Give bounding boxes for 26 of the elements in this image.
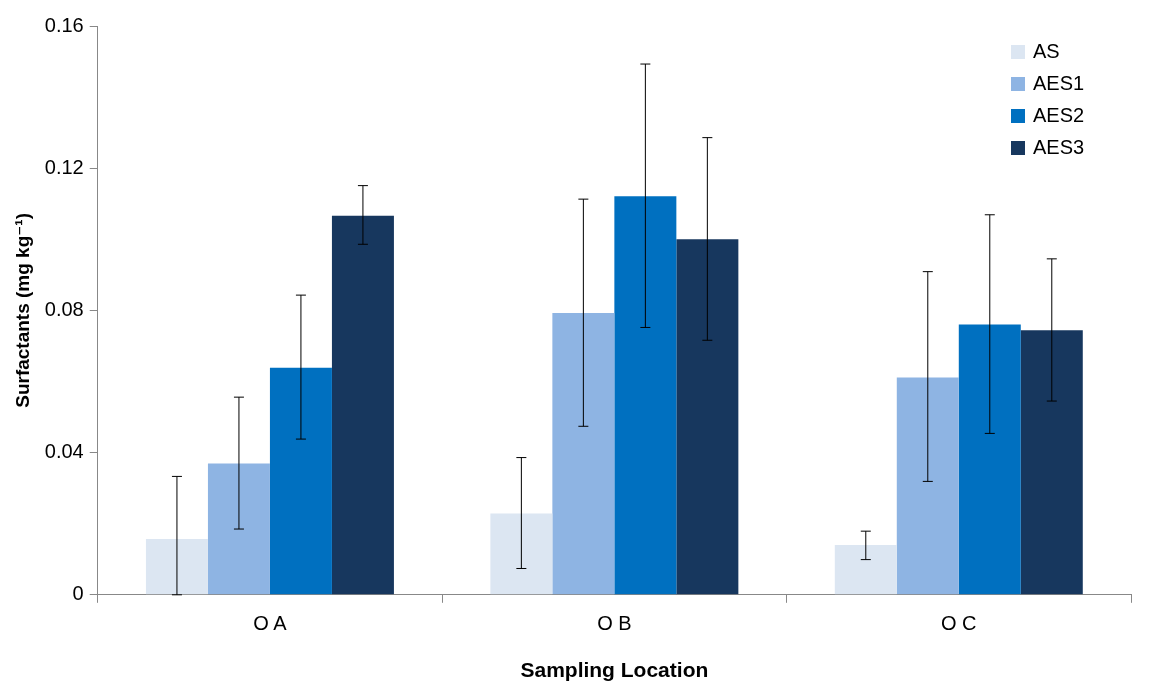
bar — [834, 545, 897, 595]
legend-label: AES1 — [1033, 71, 1085, 94]
x-tick-label: O A — [253, 612, 288, 635]
bar — [331, 215, 394, 595]
bar — [958, 324, 1021, 595]
y-axis-title: Surfactants (mg kg⁻¹) — [11, 213, 33, 408]
bar — [269, 367, 332, 595]
y-tick-label: 0.04 — [44, 440, 84, 463]
legend-label: AS — [1033, 39, 1060, 62]
legend-label: AES3 — [1033, 135, 1085, 158]
y-tick-label: 0.08 — [44, 297, 84, 320]
bar — [896, 377, 959, 595]
x-axis-title: Sampling Location — [520, 658, 709, 682]
bar — [614, 196, 677, 595]
bar — [552, 312, 615, 595]
x-tick-label: O C — [941, 612, 977, 635]
y-tick-label: 0.16 — [44, 13, 84, 36]
bar — [145, 538, 208, 595]
bar — [1020, 330, 1083, 595]
x-tick-label: O B — [597, 612, 632, 635]
bar — [207, 463, 270, 595]
legend-label: AES2 — [1033, 103, 1085, 126]
y-tick-label: 0.12 — [44, 155, 84, 178]
bar — [676, 239, 739, 595]
bar — [490, 513, 553, 595]
y-tick-label: 0 — [72, 582, 84, 605]
